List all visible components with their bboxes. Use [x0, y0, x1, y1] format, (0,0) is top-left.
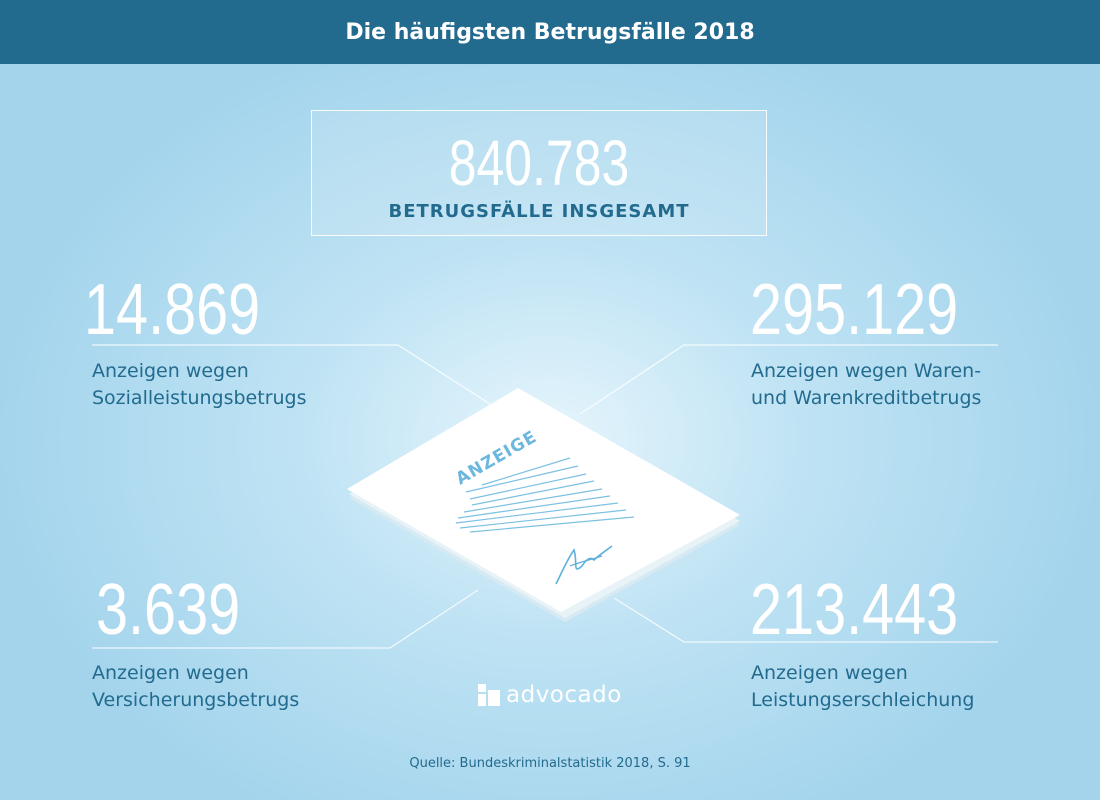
- header-bar: Die häufigsten Betrugsfälle 2018: [0, 0, 1100, 64]
- stat-label-sozialleistung: Anzeigen wegen Sozialleistungsbetrugs: [92, 360, 307, 409]
- advocado-logo: advocado: [478, 680, 622, 710]
- page-title: Die häufigsten Betrugsfälle 2018: [345, 19, 755, 45]
- stat-label-leistungserschleichung: Anzeigen wegen Leistungserschleichung: [751, 662, 975, 711]
- source-note: Quelle: Bundeskriminalstatistik 2018, S.…: [409, 756, 691, 771]
- logo-mark-icon: [478, 684, 500, 706]
- stat-label-warenbetrug: Anzeigen wegen Waren- und Warenkreditbet…: [751, 360, 982, 409]
- stat-label-versicherung: Anzeigen wegen Versicherungsbetrugs: [92, 662, 300, 711]
- stat-value-leistungserschleichung: 213.443: [750, 570, 959, 650]
- logo-text: advocado: [506, 682, 622, 708]
- total-label: BETRUGSFÄLLE INSGESAMT: [388, 201, 690, 222]
- stat-value-warenbetrug: 295.129: [750, 270, 959, 350]
- total-value: 840.783: [448, 127, 630, 199]
- total-box: 840.783 BETRUGSFÄLLE INSGESAMT: [311, 110, 767, 236]
- stat-value-sozialleistung: 14.869: [84, 270, 261, 350]
- stat-value-versicherung: 3.639: [96, 570, 241, 650]
